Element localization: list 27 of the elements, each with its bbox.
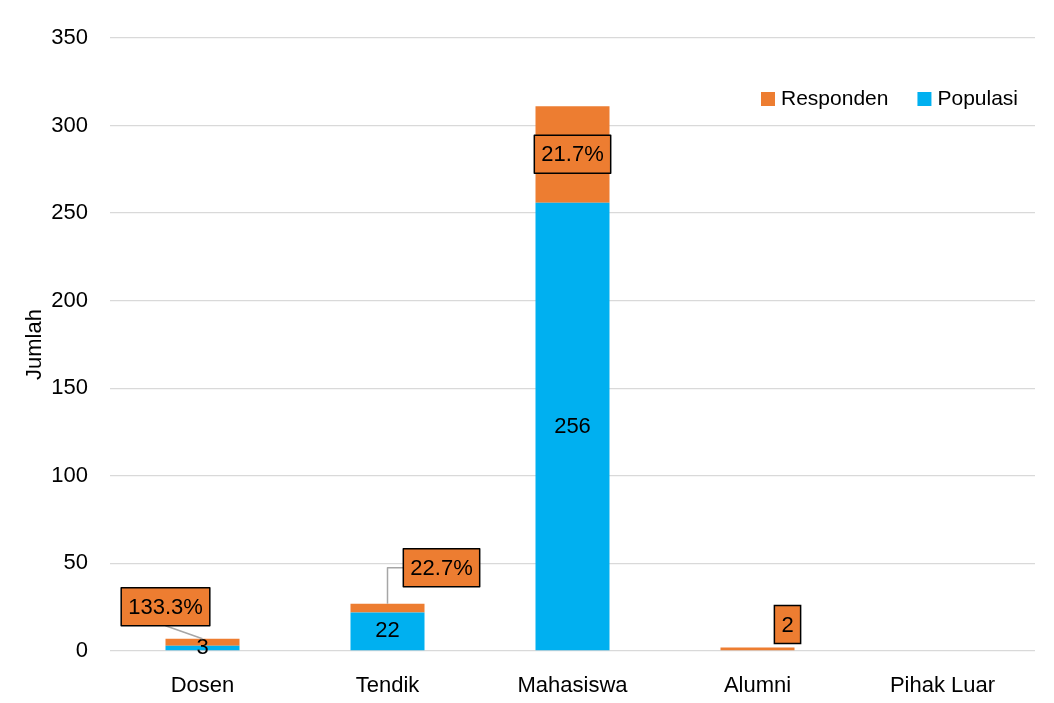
y-tick-label: 150 (51, 374, 88, 400)
y-tick-label: 50 (63, 549, 88, 575)
bar (535, 202, 610, 651)
y-tick-label: 250 (51, 199, 88, 225)
data-label: 2 (781, 611, 794, 637)
x-tick-label: Dosen (170, 672, 235, 698)
annotation: 133.3% (128, 593, 203, 619)
x-tick-label: Mahasiswa (517, 672, 629, 698)
y-tick-label: 200 (51, 286, 88, 312)
bar (350, 603, 425, 613)
legend-label: Responden (781, 85, 889, 109)
x-tick-label: Alumni (723, 672, 792, 698)
annotation: 22.7% (410, 554, 473, 580)
x-tick-label: Tendik (355, 672, 421, 698)
y-tick-label: 350 (51, 24, 88, 50)
bar (350, 612, 425, 651)
y-tick-label: 300 (51, 111, 88, 137)
y-tick-label: 0 (75, 637, 88, 663)
y-axis-title: Jumlah (21, 309, 47, 380)
legend-label: Populasi (937, 85, 1019, 109)
data-label: 22 (375, 617, 400, 643)
bar (720, 647, 795, 651)
annotation: 21.7% (541, 141, 604, 167)
data-label: 256 (554, 412, 591, 438)
x-tick-label: Pihak Luar (889, 672, 996, 698)
y-tick-label: 100 (51, 461, 88, 487)
data-label: 3 (196, 634, 209, 660)
